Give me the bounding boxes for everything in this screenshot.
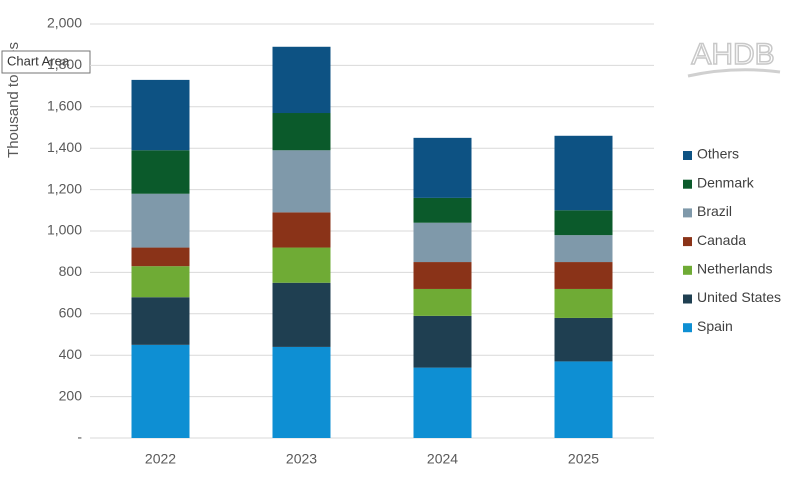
bar-segment [554, 361, 613, 438]
y-tick-label: 1,600 [47, 98, 82, 114]
bar-segment [131, 266, 190, 298]
legend-swatch [683, 294, 692, 304]
bar-segment [272, 212, 331, 248]
y-tick-label: 1,000 [47, 222, 82, 238]
logo: AHDB [691, 38, 774, 71]
legend-swatch [683, 265, 692, 275]
tooltip-text: Chart Area [7, 53, 70, 68]
legend-swatch [683, 237, 692, 247]
bar-segment [272, 247, 331, 283]
legend-label: Netherlands [697, 261, 773, 277]
x-tick-label: 2023 [286, 451, 317, 467]
bar-segment [272, 346, 331, 438]
bar-segment [413, 367, 472, 438]
bar-segment [554, 288, 613, 318]
legend-swatch [683, 179, 692, 189]
bar-segment [131, 247, 190, 267]
x-tick-label: 2022 [145, 451, 176, 467]
legend-swatch [683, 208, 692, 218]
bar-segment [272, 150, 331, 213]
bar-segment [413, 315, 472, 368]
bar-segment [272, 113, 331, 151]
tooltip: Chart Area [1, 50, 91, 74]
bar-segment [554, 262, 613, 289]
bar-segment [554, 235, 613, 263]
x-tick-label: 2024 [427, 451, 458, 467]
bar-segment [131, 150, 190, 194]
legend-label: United States [697, 289, 781, 305]
legend-swatch [683, 151, 692, 160]
legend-label: Denmark [697, 174, 755, 190]
y-tick-label: 600 [59, 305, 83, 321]
bar-segment [131, 344, 190, 438]
bar-segment [131, 297, 190, 345]
legend-label: Others [697, 146, 739, 162]
bar-segment [131, 193, 190, 248]
bar-segment [554, 317, 613, 362]
y-tick-label: 1,400 [47, 139, 82, 155]
bar-segment [272, 282, 331, 347]
y-tick-label: 400 [59, 346, 83, 362]
x-tick-label: 2025 [568, 451, 599, 467]
bar-segment [413, 197, 472, 223]
bar-segment [554, 135, 613, 211]
bar-segment [554, 210, 613, 236]
bar-segment [413, 222, 472, 263]
y-tick-label: - [77, 429, 82, 445]
logo-swoosh [687, 68, 781, 78]
y-tick-label: 200 [59, 387, 83, 403]
y-tick-label: 2,000 [47, 15, 82, 31]
tooltip-box [1, 50, 91, 74]
y-tick-label: 1,200 [47, 180, 82, 196]
bar-segment [131, 79, 190, 151]
bar-segment [272, 46, 331, 114]
y-tick-label: 800 [59, 263, 83, 279]
bar-segment [413, 262, 472, 289]
bar-segment [413, 288, 472, 316]
bar-segment [413, 137, 472, 198]
legend-label: Spain [697, 318, 733, 334]
legend-label: Brazil [697, 203, 732, 219]
legend-label: Canada [697, 232, 746, 248]
y-tick-label: 1,800 [47, 56, 82, 72]
legend-swatch [683, 323, 692, 333]
